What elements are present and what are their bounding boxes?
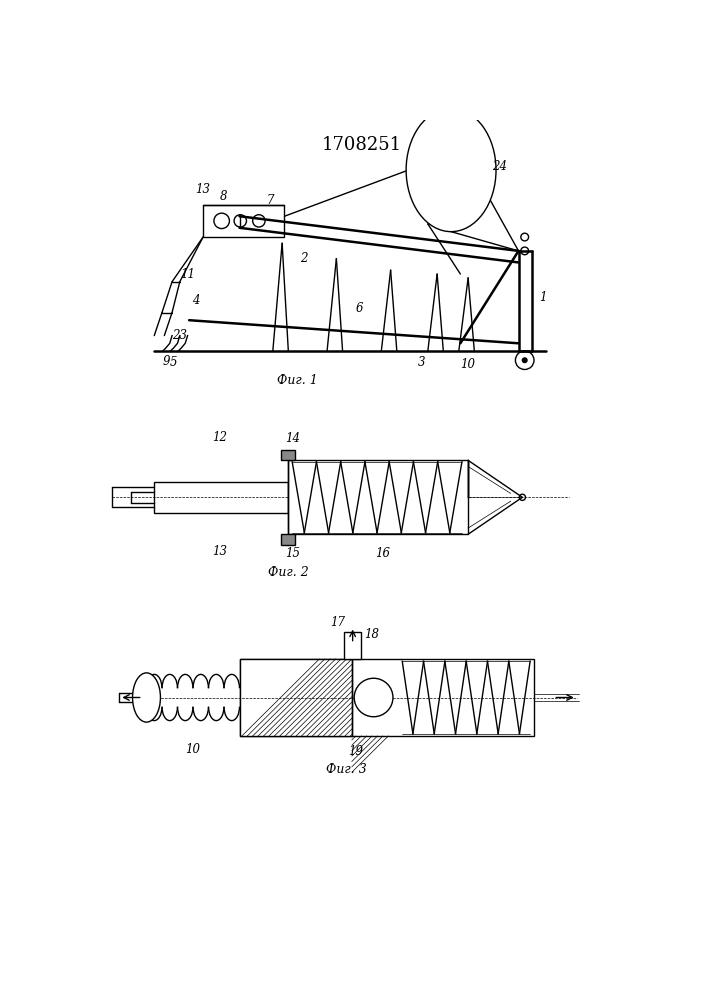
Text: 14: 14 bbox=[285, 432, 300, 445]
Text: 1708251: 1708251 bbox=[322, 136, 402, 154]
Text: 2: 2 bbox=[300, 252, 308, 265]
Bar bbox=[436, 102, 467, 110]
Text: Фиг. 3: Фиг. 3 bbox=[326, 763, 367, 776]
Ellipse shape bbox=[522, 358, 527, 363]
Bar bbox=[281, 450, 296, 460]
Text: 17: 17 bbox=[330, 616, 346, 629]
Bar bbox=[240, 659, 352, 736]
Text: 10: 10 bbox=[185, 743, 201, 756]
Text: 11: 11 bbox=[180, 267, 195, 280]
Text: 13: 13 bbox=[213, 545, 228, 558]
Bar bbox=[203, 205, 284, 237]
Bar bbox=[240, 659, 534, 736]
Bar bbox=[288, 460, 468, 534]
Text: 15: 15 bbox=[285, 547, 300, 560]
Text: 5: 5 bbox=[170, 356, 177, 369]
Text: 1: 1 bbox=[539, 291, 547, 304]
Text: 16: 16 bbox=[375, 547, 390, 560]
Text: Фиг. 2: Фиг. 2 bbox=[268, 566, 309, 579]
Text: 6: 6 bbox=[356, 302, 363, 315]
Text: 4: 4 bbox=[192, 294, 199, 307]
Text: 7: 7 bbox=[267, 194, 274, 207]
Text: 24: 24 bbox=[491, 160, 507, 173]
Text: 3: 3 bbox=[418, 356, 426, 369]
Text: 13: 13 bbox=[196, 183, 211, 196]
Text: 18: 18 bbox=[365, 628, 380, 641]
Text: 19: 19 bbox=[349, 745, 363, 758]
Bar bbox=[344, 632, 361, 659]
Text: 12: 12 bbox=[213, 431, 228, 444]
Text: 8: 8 bbox=[221, 190, 228, 204]
Ellipse shape bbox=[406, 108, 496, 232]
Text: 9: 9 bbox=[162, 355, 170, 368]
Ellipse shape bbox=[354, 678, 393, 717]
Bar bbox=[281, 534, 296, 545]
Bar bbox=[154, 482, 288, 513]
Text: 10: 10 bbox=[461, 358, 476, 371]
Ellipse shape bbox=[132, 673, 160, 722]
Text: 23: 23 bbox=[173, 329, 187, 342]
Text: Фиг. 1: Фиг. 1 bbox=[277, 374, 318, 387]
